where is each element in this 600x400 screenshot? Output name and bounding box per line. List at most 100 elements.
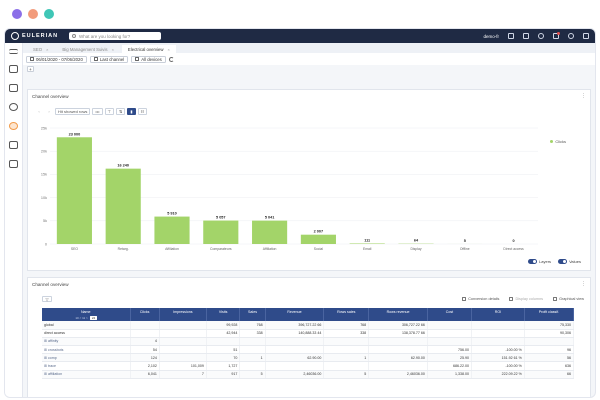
tab-electrical-overview[interactable]: Electrical overview × — [121, 45, 176, 53]
last-channel-button[interactable]: Last channel — [89, 55, 129, 63]
link-label: Display columns — [515, 297, 544, 301]
close-icon[interactable]: × — [111, 46, 114, 52]
face-icon[interactable] — [9, 103, 18, 111]
table-cell: 2,46036.00 — [368, 370, 428, 379]
layers-toggle[interactable]: Layers — [528, 259, 551, 264]
table-cell: 306,727.22 66 — [368, 321, 428, 330]
pie-chart-icon[interactable] — [9, 122, 18, 130]
data-label: 111 — [364, 238, 370, 242]
chart-panel: Channel overview ⋮ ‹ › Hit showed rows •… — [27, 89, 591, 271]
toggle-switch[interactable] — [558, 259, 568, 264]
graphical-view-link[interactable]: Graphical view — [553, 297, 584, 301]
table-cell — [239, 361, 266, 371]
table-cell: 99,928 — [206, 321, 241, 330]
column-header[interactable]: Impressions — [159, 308, 207, 315]
bar[interactable] — [252, 220, 288, 244]
table-cell: 138,378.77 66 — [368, 329, 428, 338]
add-widget-button[interactable]: + — [27, 66, 34, 72]
dashboard-icon[interactable] — [9, 65, 18, 73]
people-icon[interactable] — [9, 141, 18, 149]
user-icon[interactable] — [568, 33, 574, 39]
column-header[interactable]: Sales — [239, 308, 266, 315]
table-cell: -100.00 % — [471, 345, 525, 355]
date-range-button[interactable]: 06/01/2020 - 07/06/2020 — [26, 55, 87, 63]
data-label: 5 057 — [216, 216, 226, 220]
bar[interactable] — [203, 220, 239, 244]
bar[interactable] — [349, 243, 385, 244]
column-subheader — [206, 315, 241, 321]
table-row[interactable]: ⊞ affiliation 6,041 7 917 5 2,46036.00 5 2,4603… — [42, 370, 575, 379]
link-label: Conversion details — [468, 297, 500, 301]
bar[interactable] — [300, 234, 336, 244]
more-button[interactable]: ••• — [92, 108, 103, 115]
help-icon[interactable] — [538, 33, 544, 39]
display-columns-link[interactable]: Display columns — [509, 297, 543, 301]
pager[interactable]: 10 < 11 >24 — [44, 316, 129, 320]
table-cell: 42,944 — [206, 329, 241, 338]
column-header[interactable]: Name — [42, 308, 131, 315]
lab-icon[interactable] — [583, 33, 589, 39]
column-header[interactable]: Revenue — [265, 308, 325, 315]
row-name-cell: direct access — [42, 329, 131, 338]
table-row[interactable]: direct access 42,944 338 140,888.33 44 338 13… — [42, 329, 575, 338]
close-icon[interactable]: × — [46, 46, 49, 52]
toggle-switch[interactable] — [528, 259, 538, 264]
brand-logo[interactable]: EULERIAN — [11, 32, 63, 40]
column-header[interactable]: ROI — [471, 308, 525, 315]
column-header[interactable]: Rows sales — [323, 308, 370, 315]
column-subheader — [159, 315, 207, 321]
chart-legend[interactable]: Clicks — [549, 139, 566, 144]
table-cell: 2,102 — [130, 361, 160, 371]
column-header[interactable]: Cost — [427, 308, 473, 315]
values-toggle[interactable]: Values — [558, 259, 581, 264]
filter-button[interactable]: ⊤ — [104, 108, 115, 115]
search-box[interactable]: What are you looking for? — [69, 32, 161, 40]
flow-icon[interactable] — [9, 84, 18, 92]
column-header[interactable]: Visits — [206, 308, 241, 315]
search-input[interactable]: What are you looking for? — [79, 33, 131, 39]
table-row[interactable]: global 99,928 768 396,727.22 66 768 306,727.2… — [42, 321, 575, 330]
x-tick-label: Offline — [460, 247, 470, 251]
bar[interactable] — [56, 137, 92, 244]
column-header[interactable]: Rows revenue — [368, 308, 428, 315]
table-row[interactable]: ⊞ affinity 4 — [42, 337, 575, 347]
more-vert-icon[interactable]: ⋮ — [581, 93, 586, 99]
all-devices-button[interactable]: All devices — [131, 55, 166, 63]
next-button[interactable]: › — [45, 108, 53, 115]
refresh-icon[interactable] — [168, 56, 174, 62]
sort-button[interactable]: ⇅ — [116, 108, 126, 115]
window-dot-purple[interactable] — [12, 9, 22, 19]
column-header[interactable]: Clicks — [130, 308, 160, 315]
tab-big-management[interactable]: Big Management Suivis × — [56, 45, 119, 53]
table-cell — [130, 321, 160, 330]
grid-icon[interactable] — [523, 33, 529, 39]
window-dot-teal[interactable] — [44, 9, 54, 19]
table-row[interactable]: ⊞ comp 124 70 1 62.90.00 1 62.90.00 25.90 151.92… — [42, 353, 575, 363]
table-row[interactable]: ⊞ trace 2,102 101,009 1,727 686.22.00 -100.00… — [42, 361, 575, 371]
window-dot-orange[interactable] — [28, 9, 38, 19]
bell-icon[interactable] — [553, 32, 560, 39]
bar-view-button[interactable]: ▮ — [127, 108, 136, 115]
calendar-icon — [30, 57, 34, 61]
table-row[interactable]: ⊞ crossbots 54 51 756.00 -100.00 % 96 — [42, 345, 575, 355]
table-view-button[interactable]: ☷ — [137, 108, 148, 115]
bar[interactable] — [105, 168, 141, 244]
close-icon[interactable]: × — [167, 46, 170, 52]
show-rows-button[interactable]: Hit showed rows — [55, 108, 91, 115]
table-cell: 338 — [323, 329, 370, 338]
bookmark-icon[interactable] — [508, 33, 514, 39]
menu-icon[interactable] — [9, 49, 18, 54]
toolbar: 06/01/2020 - 07/06/2020 Last channel All… — [23, 53, 595, 65]
conversion-details-link[interactable]: Conversion details — [462, 297, 499, 301]
bar[interactable] — [154, 216, 190, 244]
more-vert-icon[interactable]: ⋮ — [581, 281, 586, 287]
table-cell: 90,306 — [524, 329, 575, 338]
user-selector[interactable]: demo-fr — [483, 33, 499, 39]
mail-icon[interactable] — [9, 160, 18, 168]
prev-button[interactable]: ‹ — [35, 108, 43, 115]
table-filter-button[interactable]: ▽ — [42, 296, 52, 302]
page-size-select[interactable]: 24 — [89, 316, 98, 320]
tab-seo[interactable]: SEO × — [27, 45, 54, 53]
data-label: 5 041 — [265, 216, 275, 220]
column-header[interactable]: Profit classif. — [524, 308, 575, 315]
